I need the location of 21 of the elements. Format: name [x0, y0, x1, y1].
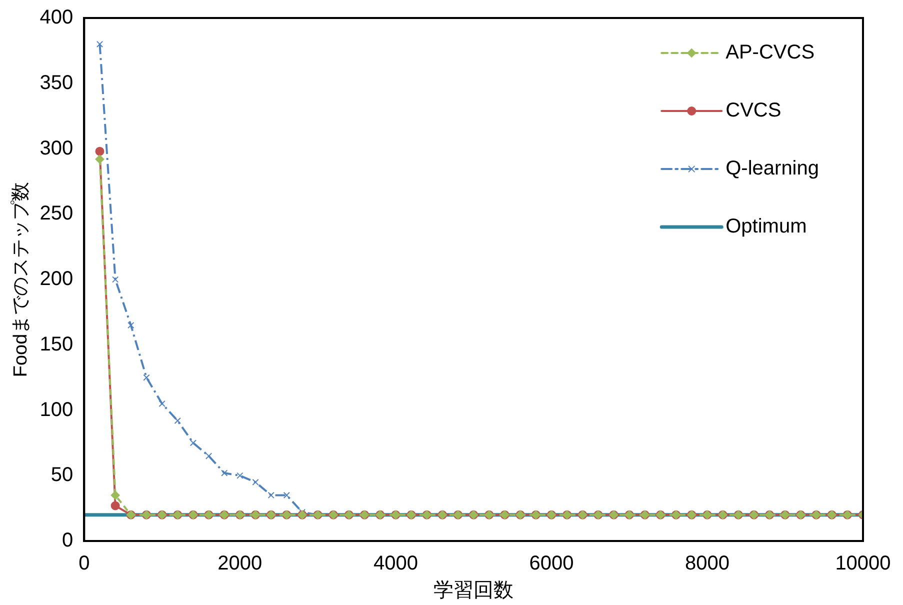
x-tick-label: 0 — [78, 552, 90, 575]
x-tick-label: 8000 — [684, 552, 730, 575]
legend-label: Optimum — [726, 216, 807, 238]
y-tick-label: 50 — [50, 464, 74, 486]
y-tick-label: 250 — [40, 202, 74, 225]
legend-label: CVCS — [726, 100, 782, 122]
legend-label: AP-CVCS — [726, 42, 815, 64]
x-tick-label: 6000 — [529, 552, 574, 575]
x-tick-label: 4000 — [373, 552, 418, 575]
y-tick-label: 100 — [40, 398, 74, 421]
y-tick-label: 350 — [40, 72, 74, 94]
y-tick-label: 400 — [40, 6, 74, 29]
x-tick-label: 10000 — [835, 552, 891, 575]
x-tick-label: 2000 — [218, 552, 262, 575]
y-axis-title: Foodまでのステップ数 — [10, 182, 32, 378]
y-tick-label: 0 — [62, 530, 74, 552]
x-axis-title: 学習回数 — [434, 580, 514, 602]
y-tick-label: 200 — [40, 268, 74, 290]
y-tick-label: 300 — [40, 137, 74, 160]
y-tick-label: 150 — [40, 333, 74, 356]
legend-label: Q-learning — [726, 158, 820, 180]
